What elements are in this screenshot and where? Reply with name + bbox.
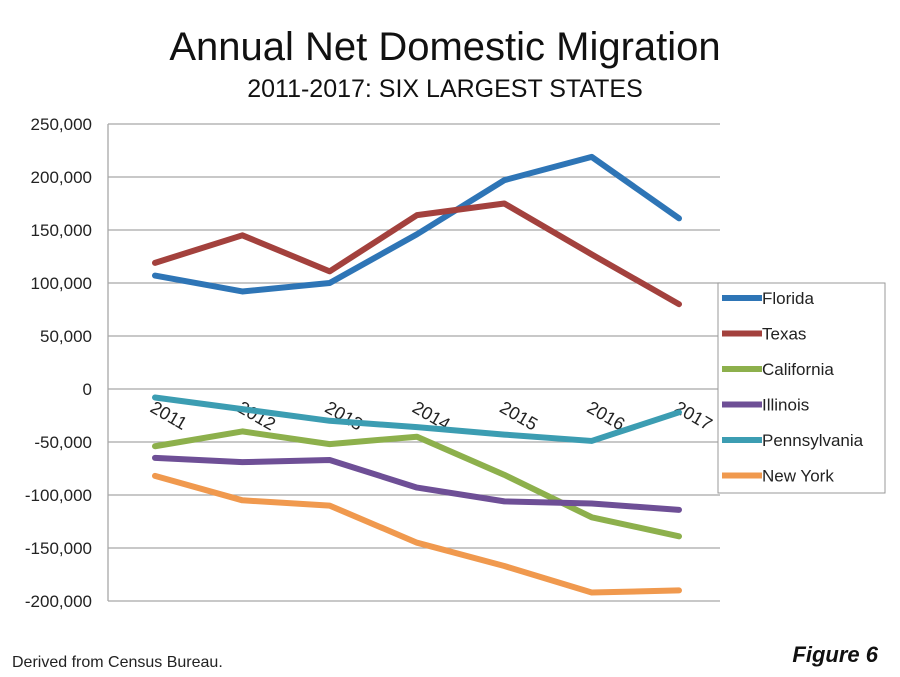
figure-label: Figure 6	[792, 642, 878, 667]
series-line-new-york	[152, 472, 682, 596]
y-tick-label: 100,000	[31, 274, 92, 293]
legend-label: New York	[762, 467, 834, 486]
chart-subtitle: 2011-2017: SIX LARGEST STATES	[247, 75, 643, 103]
y-tick-label: -200,000	[25, 592, 92, 611]
series-line-pennsylvania	[152, 394, 682, 444]
legend-label: Texas	[762, 325, 806, 344]
y-tick-label: 250,000	[31, 115, 92, 134]
series-line-california	[152, 428, 682, 540]
legend-box	[717, 282, 886, 494]
legend-label: California	[762, 360, 834, 379]
legend-label: Florida	[762, 289, 815, 308]
y-tick-label: -100,000	[25, 486, 92, 505]
series-line-texas	[152, 200, 682, 308]
y-tick-label: 150,000	[31, 221, 92, 240]
x-tick-label: 2015	[496, 397, 541, 434]
legend-label: Pennsylvania	[762, 431, 864, 450]
chart-title: Annual Net Domestic Migration	[169, 25, 720, 69]
y-tick-label: -50,000	[34, 433, 92, 452]
y-tick-label: 0	[83, 380, 92, 399]
y-tick-label: 50,000	[40, 327, 92, 346]
series-line-illinois	[152, 454, 682, 513]
legend-label: Illinois	[762, 396, 809, 415]
x-tick-label: 2013	[322, 397, 367, 434]
y-tick-label: 200,000	[31, 168, 92, 187]
source-note: Derived from Census Bureau.	[12, 654, 223, 671]
y-tick-label: -150,000	[25, 539, 92, 558]
series-line-florida	[152, 153, 682, 295]
